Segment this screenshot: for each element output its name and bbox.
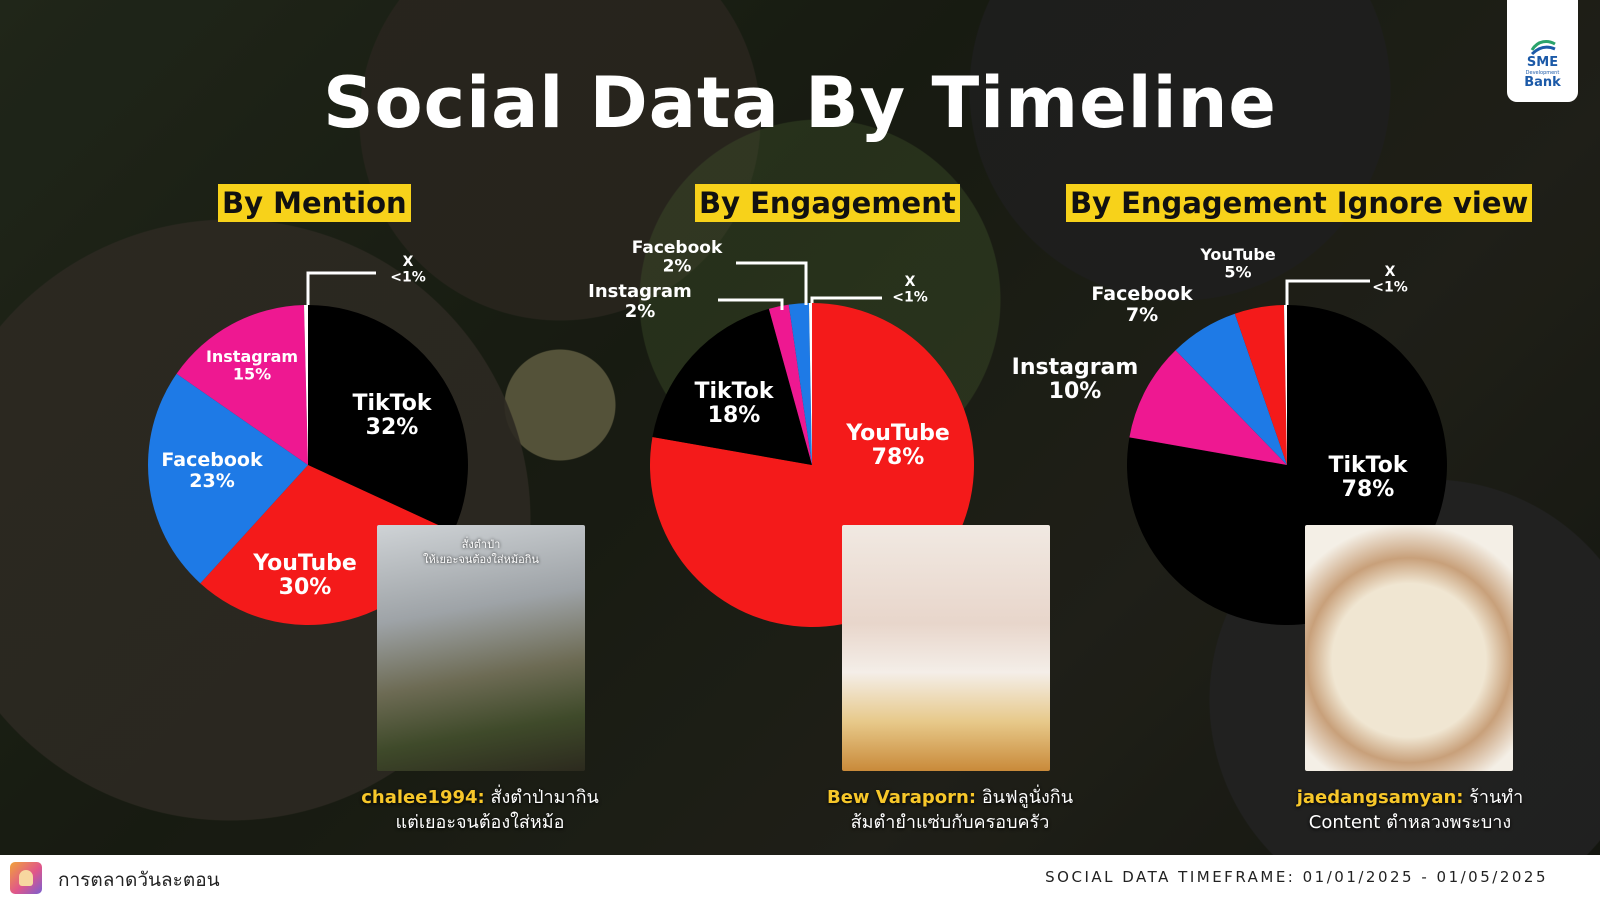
post-handle[interactable]: chalee1994: [361,787,485,808]
post-thumbnail-bew-varaporn[interactable] [842,525,1050,771]
slice-label-facebook: Facebook 23% [161,449,263,492]
slice-label-youtube: YouTube 5% [1199,245,1276,282]
page-title: Social Data By Timeline [323,62,1277,144]
thumbnail-overlay-line: ให้เยอะจนต้องใส่หม้อกิน [423,553,539,566]
slice-label-x: X <1% [892,274,928,305]
slice-value: 18% [708,403,761,428]
post-thumbnail-chalee1994[interactable]: สั่งตำป่า ให้เยอะจนต้องใส่หม้อกิน [377,525,585,771]
section-title-by-engagement-ignore-view: By Engagement Ignore view [1066,184,1533,222]
footer: การตลาดวันละตอน SOCIAL DATA TIMEFRAME: 0… [0,855,1600,900]
slice-name: X [1385,264,1396,280]
slice-label-instagram: Instagram 10% [1012,355,1139,404]
sme-bank-logo-icon [1530,40,1556,56]
post-text: Content ตำหลวงพระบาง [1308,812,1512,833]
slice-label-instagram: Instagram 15% [206,347,298,384]
post-text: ร้านทำ [1469,787,1524,808]
post-caption: chalee1994: สั่งตำป่ามากิน แต่เยอะจนต้อง… [340,785,620,835]
post-text: อินฟลูนั่งกิน [981,787,1073,808]
slice-name: X [403,254,414,270]
slice-label-x: X <1% [1372,264,1408,295]
logo-text: Development [1525,70,1560,76]
slice-name: YouTube [1199,245,1276,264]
slice-name: TikTok [694,379,774,404]
slice-name: Instagram [1012,355,1139,380]
slice-name: TikTok [1328,453,1408,478]
thumbnail-overlay-line: สั่งตำป่า [461,538,501,551]
brand-avatar-icon [10,862,42,894]
slide: Social Data By Timeline By Mention By En… [0,0,1600,855]
post-caption: jaedangsamyan: ร้านทำ Content ตำหลวงพระบ… [1270,785,1550,835]
slice-value: 78% [872,445,925,470]
pie-slice-instagram [176,305,308,465]
slice-name: Facebook [632,238,723,258]
slice-value: 5% [1224,263,1251,282]
post-text: สั่งตำป่ามากิน [490,787,599,808]
post-text: แต่เยอะจนต้องใส่หม้อ [395,812,565,833]
post-text: ส้มตำยำแซ่บกับครอบครัว [850,812,1050,833]
slice-label-x: X <1% [390,254,426,285]
leader-line [736,261,808,305]
slice-name: YouTube [252,551,357,576]
slice-value: 10% [1049,379,1102,404]
pie-slice-x [304,305,308,465]
slice-value: 7% [1126,304,1158,326]
slice-value: 2% [663,257,692,277]
leader-line [306,271,376,305]
pie-slice-facebook [148,373,308,584]
slice-value: <1% [1372,279,1408,295]
slice-label-tiktok: TikTok 18% [694,379,774,428]
slice-label-tiktok: TikTok 32% [352,391,432,440]
slice-label-youtube: YouTube 78% [845,421,950,470]
slice-label-tiktok: TikTok 78% [1328,453,1408,502]
post-caption: Bew Varaporn: อินฟลูนั่งกิน ส้มตำยำแซ่บก… [800,785,1100,835]
leader-line [810,296,882,303]
footer-brand: การตลาดวันละตอน [58,869,220,891]
slice-value: 2% [625,301,656,322]
slice-value: <1% [892,289,928,305]
post-handle[interactable]: Bew Varaporn: [826,787,977,808]
slice-name: Facebook [1091,283,1193,305]
pie-slice-tiktok [652,308,812,465]
pie-slice-facebook [1175,313,1287,465]
post-handle[interactable]: jaedangsamyan: [1296,787,1464,808]
slice-name: Instagram [206,347,298,366]
sme-bank-logo: SME Development Bank [1507,0,1578,102]
slice-value: 32% [366,415,419,440]
slice-name: TikTok [352,391,432,416]
pie-slice-facebook [788,303,812,465]
logo-text: Bank [1524,75,1561,90]
thumbnail-overlay-text: สั่งตำป่า ให้เยอะจนต้องใส่หม้อกิน [377,537,585,567]
slice-name: YouTube [845,421,950,446]
pie-slice-instagram [768,304,812,465]
slice-value: 78% [1342,477,1395,502]
pie-slice-instagram [1129,350,1287,465]
pie-slice-x [808,303,812,465]
slice-label-youtube: YouTube 30% [252,551,357,600]
slice-name: Instagram [588,281,692,302]
slice-name: X [905,274,916,290]
pie-slice-tiktok [308,305,468,532]
section-title-by-engagement: By Engagement [695,184,960,222]
slice-label-facebook: Facebook 2% [632,238,723,277]
pie-slice-x [1283,305,1287,465]
slice-value: <1% [390,269,426,285]
slice-value: 23% [189,470,234,492]
post-thumbnail-jaedangsamyan[interactable] [1305,525,1513,771]
slice-value: 30% [279,575,332,600]
logo-text: SME [1526,55,1559,70]
section-title-by-mention: By Mention [218,184,411,222]
slice-name: Facebook [161,449,263,471]
footer-timeframe: SOCIAL DATA TIMEFRAME: 01/01/2025 - 01/0… [1045,868,1548,886]
slice-label-facebook: Facebook 7% [1091,283,1193,326]
slice-value: 15% [233,365,271,384]
pie-chart: TikTok 32% YouTube 30% Facebook 23% Instagram 1… [148,254,468,625]
leader-line [1285,279,1370,305]
pie-slice-youtube [1234,305,1287,465]
leader-line [718,298,784,310]
slice-label-instagram: Instagram 2% [588,281,692,322]
